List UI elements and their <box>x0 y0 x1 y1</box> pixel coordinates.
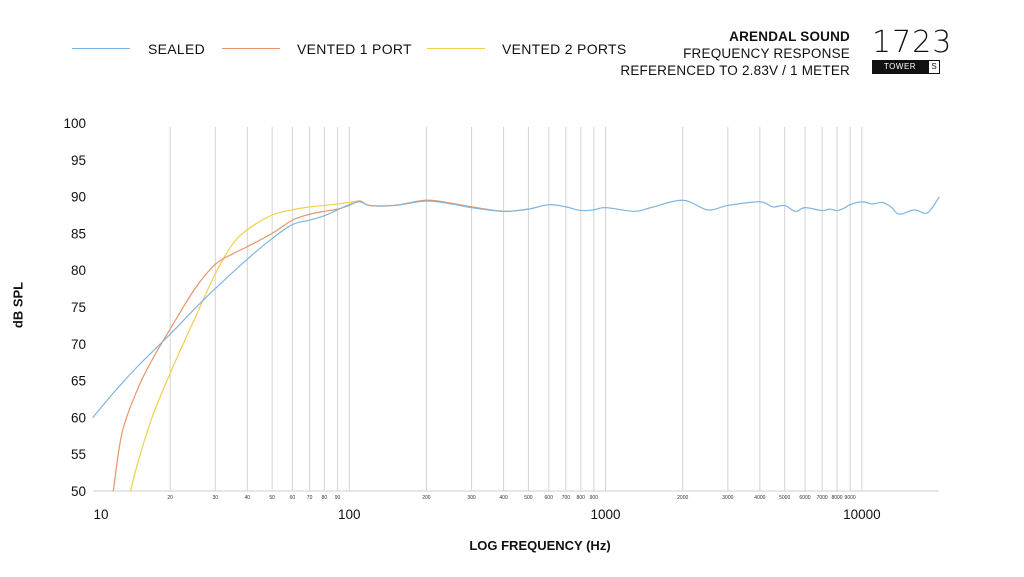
y-tick-label: 55 <box>71 447 86 462</box>
model-number: 1723 <box>872 25 953 60</box>
x-minor-tick-label: 9000 <box>845 495 856 501</box>
series-line-vented-1-port <box>112 199 530 492</box>
x-minor-tick-label: 700 <box>562 495 571 501</box>
brand-block: ARENDAL SOUND FREQUENCY RESPONSE REFEREN… <box>620 28 850 79</box>
x-tick-label: 1000 <box>591 507 621 522</box>
legend-label-vented-1-port: VENTED 1 PORT <box>297 41 412 57</box>
x-minor-tick-label: 4000 <box>754 495 765 501</box>
x-minor-tick-label: 900 <box>590 495 599 501</box>
y-tick-label: 100 <box>63 116 86 131</box>
x-minor-tick-label: 5000 <box>779 495 790 501</box>
y-tick-label: 65 <box>71 374 86 389</box>
series-line-vented-2-ports <box>129 199 530 492</box>
x-minor-tick-label: 30 <box>212 495 218 501</box>
legend-swatch-vented-1-port <box>222 48 280 49</box>
x-minor-tick-label: 50 <box>269 495 275 501</box>
model-tower-label: TOWER <box>872 60 928 74</box>
y-tick-label: 80 <box>71 263 86 278</box>
y-axis-label: dB SPL <box>10 281 26 329</box>
series-group <box>92 196 940 492</box>
y-tick-label: 90 <box>71 190 86 205</box>
legend-swatch-sealed <box>72 48 130 49</box>
brand-reference: REFERENCED TO 2.83V / 1 METER <box>620 63 850 78</box>
legend-label-vented-2-ports: VENTED 2 PORTS <box>502 41 627 57</box>
x-minor-tick-label: 70 <box>307 495 313 501</box>
x-axis-label: LOG FREQUENCY (Hz) <box>469 538 611 553</box>
brand-title: ARENDAL SOUND <box>729 29 850 44</box>
x-minor-tick-label: 3000 <box>722 495 733 501</box>
y-tick-label: 85 <box>71 226 86 241</box>
y-tick-label: 50 <box>71 484 86 499</box>
x-minor-tick-label: 500 <box>524 495 533 501</box>
x-minor-tick-label: 200 <box>422 495 431 501</box>
x-minor-tick-label: 600 <box>545 495 554 501</box>
series-line-sealed <box>92 196 940 418</box>
model-variant: S <box>928 60 940 74</box>
x-minor-tick-label: 40 <box>245 495 251 501</box>
y-tick-label: 75 <box>71 300 86 315</box>
x-tick-label: 10 <box>93 507 108 522</box>
x-tick-label: 10000 <box>843 507 881 522</box>
y-tick-label: 70 <box>71 337 86 352</box>
x-minor-tick-label: 20 <box>167 495 173 501</box>
x-minor-tick-label: 2000 <box>677 495 688 501</box>
legend-label-sealed: SEALED <box>148 41 206 57</box>
legend-swatch-vented-2-ports <box>427 48 485 49</box>
x-minor-tick-label: 8000 <box>831 495 842 501</box>
x-minor-tick-label: 60 <box>290 495 296 501</box>
grid <box>93 127 939 492</box>
x-minor-tick-label: 90 <box>335 495 341 501</box>
x-minor-tick-label: 80 <box>322 495 328 501</box>
x-minor-tick-label: 400 <box>499 495 508 501</box>
x-minor-tick-label: 6000 <box>799 495 810 501</box>
x-tick-label: 100 <box>338 507 361 522</box>
model-tag: TOWER S <box>872 60 940 74</box>
model-badge: 1723 TOWER S <box>872 25 953 74</box>
x-minor-tick-label: 800 <box>577 495 586 501</box>
x-axis-ticks: 10 100 1000 10000 20 30 40 50 60 70 80 90 200 300 400 5… <box>93 495 880 522</box>
y-axis-ticks: 50 55 60 65 70 75 80 85 90 95 100 <box>63 116 86 499</box>
x-minor-tick-label: 300 <box>467 495 476 501</box>
y-tick-label: 95 <box>71 153 86 168</box>
y-tick-label: 60 <box>71 410 86 425</box>
brand-subtitle: FREQUENCY RESPONSE <box>683 46 850 61</box>
x-minor-tick-label: 7000 <box>817 495 828 501</box>
